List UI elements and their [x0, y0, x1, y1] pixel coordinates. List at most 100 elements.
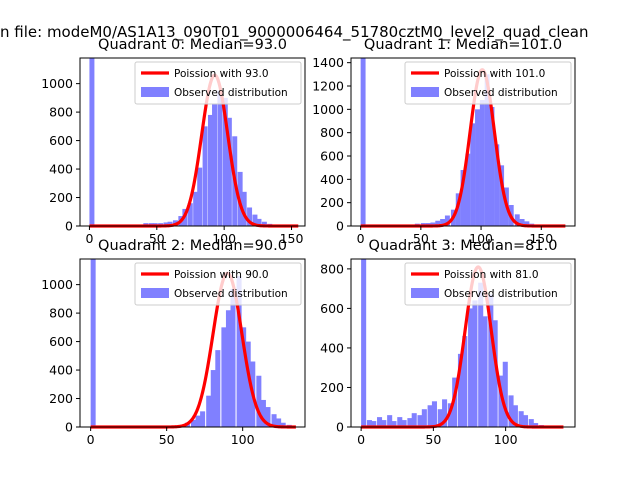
histogram-bar — [221, 327, 227, 427]
y-tick-label: 600 — [49, 334, 73, 349]
histogram-bar — [252, 214, 258, 226]
histogram-bar — [245, 341, 251, 427]
histogram-bar — [200, 411, 206, 427]
subplot-0: Quadrant 0: Median=93.0 0 50 100 150 0 200 400 6… — [41, 37, 306, 246]
histogram-bar — [519, 219, 525, 226]
histogram-bar — [444, 215, 450, 226]
subplot-title: Quadrant 1: Median=101.0 — [364, 37, 562, 53]
y-tick-label: 400 — [320, 172, 344, 187]
histogram-bar — [447, 403, 453, 427]
histogram-bar — [514, 214, 520, 226]
histogram-bar — [260, 399, 266, 427]
legend-box — [404, 262, 572, 306]
legend: Poission with 90.0 Observed distribution — [134, 262, 302, 306]
histogram-bar — [462, 336, 468, 427]
histogram-bar — [478, 282, 484, 427]
y-tick-label: 0 — [336, 420, 344, 435]
legend-label-fit: Poission with 81.0 — [444, 269, 539, 281]
histogram-bar — [494, 144, 500, 226]
histogram-bar — [524, 221, 530, 226]
histogram-bar — [217, 90, 223, 227]
histogram-bar — [230, 288, 236, 427]
y-tick-label: 1000 — [41, 76, 73, 91]
histogram-bar — [465, 153, 471, 226]
legend-bar-swatch — [411, 87, 439, 97]
axes-frame — [350, 57, 576, 227]
histogram-bar — [522, 415, 529, 427]
histogram-bar — [533, 423, 539, 427]
legend-bar-swatch — [411, 288, 439, 298]
y-tick-label: 200 — [49, 190, 73, 205]
histogram-bar — [499, 165, 505, 226]
subplot-title: Quadrant 2: Median=90.0 — [98, 238, 287, 254]
legend-label-observed: Observed distribution — [444, 288, 558, 300]
histogram-bar — [366, 420, 372, 427]
y-tick-label: 200 — [320, 195, 344, 210]
histogram-bar — [488, 294, 494, 427]
histogram-bar — [427, 405, 433, 427]
y-tick-label: 600 — [49, 133, 73, 148]
axes-frame — [350, 258, 576, 428]
histogram-bar — [498, 375, 504, 427]
histogram-bar — [163, 222, 169, 226]
histogram-bar — [241, 191, 247, 226]
y-tick-label: 1200 — [312, 79, 344, 94]
histogram-bar — [397, 417, 403, 427]
histogram-bar — [226, 117, 232, 226]
subplot-2: Quadrant 2: Median=90.00 50 10002004006008… — [41, 238, 306, 447]
histogram-bar — [457, 353, 463, 427]
axes-frame — [79, 57, 306, 227]
histogram-bar — [256, 375, 262, 427]
histogram-bar — [442, 399, 448, 427]
legend-label-fit: Poission with 93.0 — [174, 68, 269, 80]
legend-box — [134, 262, 302, 306]
histogram-bar — [475, 109, 480, 226]
histogram-bar — [421, 409, 427, 427]
x-tick-label: 0 — [85, 231, 93, 246]
legend: Poission with 93.0 Observed distribution — [134, 61, 302, 105]
x-tick-label: 50 — [425, 432, 441, 447]
x-tick-label: 50 — [159, 432, 175, 447]
histogram-bar — [265, 407, 271, 427]
y-tick-label: 600 — [320, 149, 344, 164]
figure-suptitle: n file: modeM0/AS1A13_090T01_9000006464_… — [0, 23, 589, 42]
histogram-bar — [489, 107, 495, 226]
legend-label-observed: Observed distribution — [444, 87, 558, 99]
histogram-bar — [187, 203, 193, 226]
legend: Poission with 101.0 Observed distribution — [404, 61, 572, 105]
x-tick-label: 50 — [149, 231, 165, 246]
x-tick-label: 0 — [357, 432, 365, 447]
histogram-bar — [391, 421, 397, 427]
legend-label-observed: Observed distribution — [174, 288, 288, 300]
histogram-bar — [225, 310, 231, 427]
histogram-bar — [431, 401, 437, 427]
y-tick-label: 400 — [320, 340, 344, 355]
histogram-bar — [482, 316, 488, 427]
histogram-bar — [193, 191, 199, 226]
histogram-bar — [361, 259, 367, 427]
x-tick-label: 0 — [357, 231, 365, 246]
histogram-bar — [360, 58, 366, 226]
histogram-bar — [411, 413, 417, 427]
y-tick-label: 600 — [320, 301, 344, 316]
legend: Poission with 81.0 Observed distribution — [404, 262, 572, 306]
histogram-bar — [261, 221, 267, 226]
histogram-bar — [440, 219, 446, 226]
histogram-bar — [241, 327, 247, 427]
subplot-1: Quadrant 1: Median=101.0 0 50 100 150 0 200 400… — [312, 37, 576, 246]
legend-bar-swatch — [141, 87, 169, 97]
x-tick-label: 100 — [231, 432, 255, 447]
histogram-bar — [468, 308, 474, 427]
histogram-bar — [472, 300, 478, 427]
histogram-bar — [247, 207, 253, 226]
y-tick-label: 200 — [49, 391, 73, 406]
legend-label-observed: Observed distribution — [174, 87, 288, 99]
histogram-bar — [455, 193, 461, 226]
histogram-bar — [276, 418, 282, 427]
y-tick-label: 800 — [320, 261, 344, 276]
histogram-bar — [387, 415, 393, 427]
histogram-bar — [280, 422, 286, 427]
x-tick-label: 100 — [212, 231, 236, 246]
y-tick-label: 1000 — [312, 102, 344, 117]
